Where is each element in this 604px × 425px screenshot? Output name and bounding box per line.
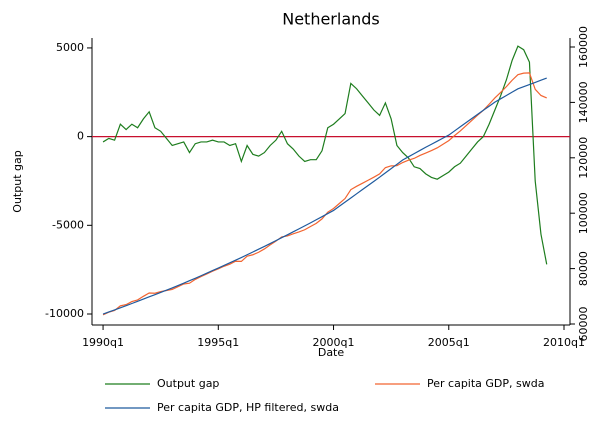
y-tick-label: -5000 bbox=[52, 218, 84, 231]
y2-tick-label: 120000 bbox=[577, 137, 590, 179]
y-tick-label: 5000 bbox=[56, 41, 84, 54]
y2-tick-label: 160000 bbox=[577, 26, 590, 68]
x-tick-label: 2010q1 bbox=[543, 336, 585, 349]
x-tick-label: 1995q1 bbox=[197, 336, 239, 349]
series-line bbox=[102, 72, 547, 316]
legend-label: Output gap bbox=[157, 377, 219, 390]
y-tick-label: -10000 bbox=[45, 307, 84, 320]
y2-tick-label: 100000 bbox=[577, 192, 590, 234]
y-axis-label: Output gap bbox=[11, 150, 24, 212]
series-line bbox=[102, 77, 547, 315]
x-tick-label: 2000q1 bbox=[313, 336, 355, 349]
y2-tick-label: 140000 bbox=[577, 81, 590, 123]
legend-label: Per capita GDP, swda bbox=[427, 377, 544, 390]
y-tick-label: 0 bbox=[77, 130, 84, 143]
x-axis-label: Date bbox=[318, 346, 345, 359]
series-line bbox=[102, 45, 548, 265]
x-tick-label: 2005q1 bbox=[428, 336, 470, 349]
y2-tick-label: 80000 bbox=[577, 251, 590, 286]
chart-title: Netherlands bbox=[282, 10, 380, 29]
legend-label: Per capita GDP, HP filtered, swda bbox=[157, 401, 339, 414]
x-tick-label: 1990q1 bbox=[82, 336, 124, 349]
y2-tick-label: 60000 bbox=[577, 307, 590, 342]
